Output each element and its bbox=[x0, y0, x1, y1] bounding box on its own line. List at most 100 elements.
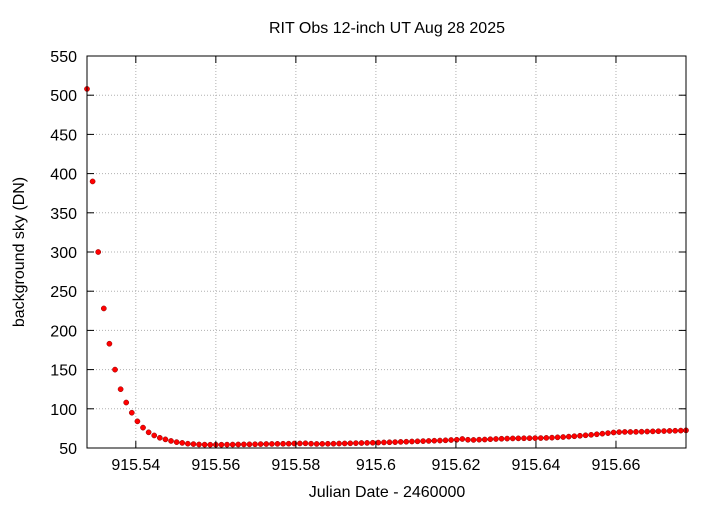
data-point bbox=[112, 366, 118, 373]
data-point bbox=[184, 440, 191, 447]
data-point bbox=[117, 386, 124, 393]
data-point bbox=[409, 438, 415, 445]
data-point bbox=[481, 436, 488, 443]
data-point bbox=[123, 399, 130, 406]
data-point bbox=[285, 440, 292, 447]
data-point bbox=[173, 439, 180, 445]
y-tick-label: 350 bbox=[50, 206, 77, 223]
data-point bbox=[336, 440, 342, 447]
data-point bbox=[543, 435, 550, 441]
data-point bbox=[403, 438, 410, 445]
data-point bbox=[235, 441, 242, 448]
data-point bbox=[297, 440, 303, 447]
data-point bbox=[571, 433, 578, 440]
data-point bbox=[369, 439, 376, 446]
data-point bbox=[246, 441, 253, 448]
x-tick-label: 915.54 bbox=[111, 457, 160, 474]
data-point bbox=[593, 431, 600, 438]
data-point bbox=[627, 429, 634, 435]
data-point bbox=[280, 440, 286, 447]
data-point bbox=[577, 432, 583, 439]
chart-title: RIT Obs 12-inch UT Aug 28 2025 bbox=[269, 20, 505, 37]
data-point bbox=[549, 434, 555, 441]
data-point bbox=[554, 434, 561, 441]
data-point bbox=[565, 433, 572, 440]
y-tick-label: 300 bbox=[50, 245, 77, 262]
data-point bbox=[269, 441, 275, 447]
y-tick-label: 400 bbox=[50, 167, 77, 184]
data-point bbox=[381, 439, 387, 446]
data-point bbox=[347, 440, 354, 447]
data-point bbox=[521, 435, 527, 442]
data-point bbox=[504, 435, 510, 442]
x-tick-label: 915.64 bbox=[511, 457, 560, 474]
data-point bbox=[493, 436, 499, 442]
data-point bbox=[509, 435, 516, 442]
data-point bbox=[353, 440, 359, 446]
data-point bbox=[649, 428, 656, 435]
data-point bbox=[179, 440, 186, 446]
data-point bbox=[151, 432, 158, 439]
data-point bbox=[448, 437, 454, 443]
data-point bbox=[515, 435, 522, 442]
data-point bbox=[431, 437, 438, 444]
data-point bbox=[190, 441, 197, 447]
data-point bbox=[341, 440, 348, 447]
x-tick-label: 915.66 bbox=[592, 457, 641, 474]
data-point bbox=[325, 440, 331, 447]
data-point bbox=[661, 428, 667, 434]
data-point bbox=[526, 435, 533, 442]
data-point bbox=[224, 441, 230, 448]
data-point bbox=[128, 409, 135, 416]
y-tick-label: 150 bbox=[50, 363, 77, 380]
data-point bbox=[201, 441, 208, 448]
data-point bbox=[302, 440, 309, 447]
data-point bbox=[633, 428, 639, 435]
data-point bbox=[319, 440, 326, 447]
data-point bbox=[162, 436, 169, 443]
data-point bbox=[95, 249, 102, 255]
x-tick-label: 915.56 bbox=[191, 457, 240, 474]
grid-lines bbox=[87, 56, 686, 448]
data-point bbox=[638, 428, 645, 435]
tick-labels: 50 100 150 200 250 300 350 400 450 500 550 915.54 91… bbox=[50, 49, 640, 474]
data-point bbox=[621, 429, 628, 435]
data-point bbox=[263, 441, 270, 447]
data-point bbox=[257, 441, 264, 447]
y-tick-label: 100 bbox=[50, 402, 77, 419]
y-tick-label: 500 bbox=[50, 88, 77, 105]
data-point bbox=[605, 430, 611, 436]
data-point bbox=[392, 439, 398, 445]
data-point bbox=[274, 440, 281, 447]
data-point bbox=[476, 436, 482, 443]
data-point bbox=[599, 430, 606, 437]
data-point bbox=[532, 435, 538, 441]
data-points bbox=[84, 86, 689, 448]
y-tick-label: 50 bbox=[59, 441, 77, 458]
data-point bbox=[537, 435, 544, 441]
data-point bbox=[560, 434, 567, 440]
data-point bbox=[655, 428, 662, 435]
data-point bbox=[414, 438, 421, 445]
data-point bbox=[89, 178, 96, 185]
data-point bbox=[616, 429, 623, 435]
data-point bbox=[375, 439, 382, 446]
data-point bbox=[498, 435, 505, 442]
data-point bbox=[218, 441, 225, 448]
data-point bbox=[420, 438, 426, 444]
y-tick-label: 450 bbox=[50, 127, 77, 144]
data-point bbox=[644, 428, 651, 435]
data-point bbox=[134, 418, 141, 425]
data-point bbox=[487, 436, 494, 443]
data-point bbox=[677, 427, 684, 434]
data-point bbox=[672, 427, 679, 434]
data-point bbox=[470, 437, 477, 443]
data-point bbox=[358, 440, 365, 446]
x-axis-label: Julian Date - 2460000 bbox=[309, 484, 466, 501]
x-tick-label: 915.62 bbox=[431, 457, 480, 474]
data-point bbox=[229, 441, 236, 448]
data-point bbox=[459, 436, 466, 442]
data-point bbox=[364, 440, 370, 446]
